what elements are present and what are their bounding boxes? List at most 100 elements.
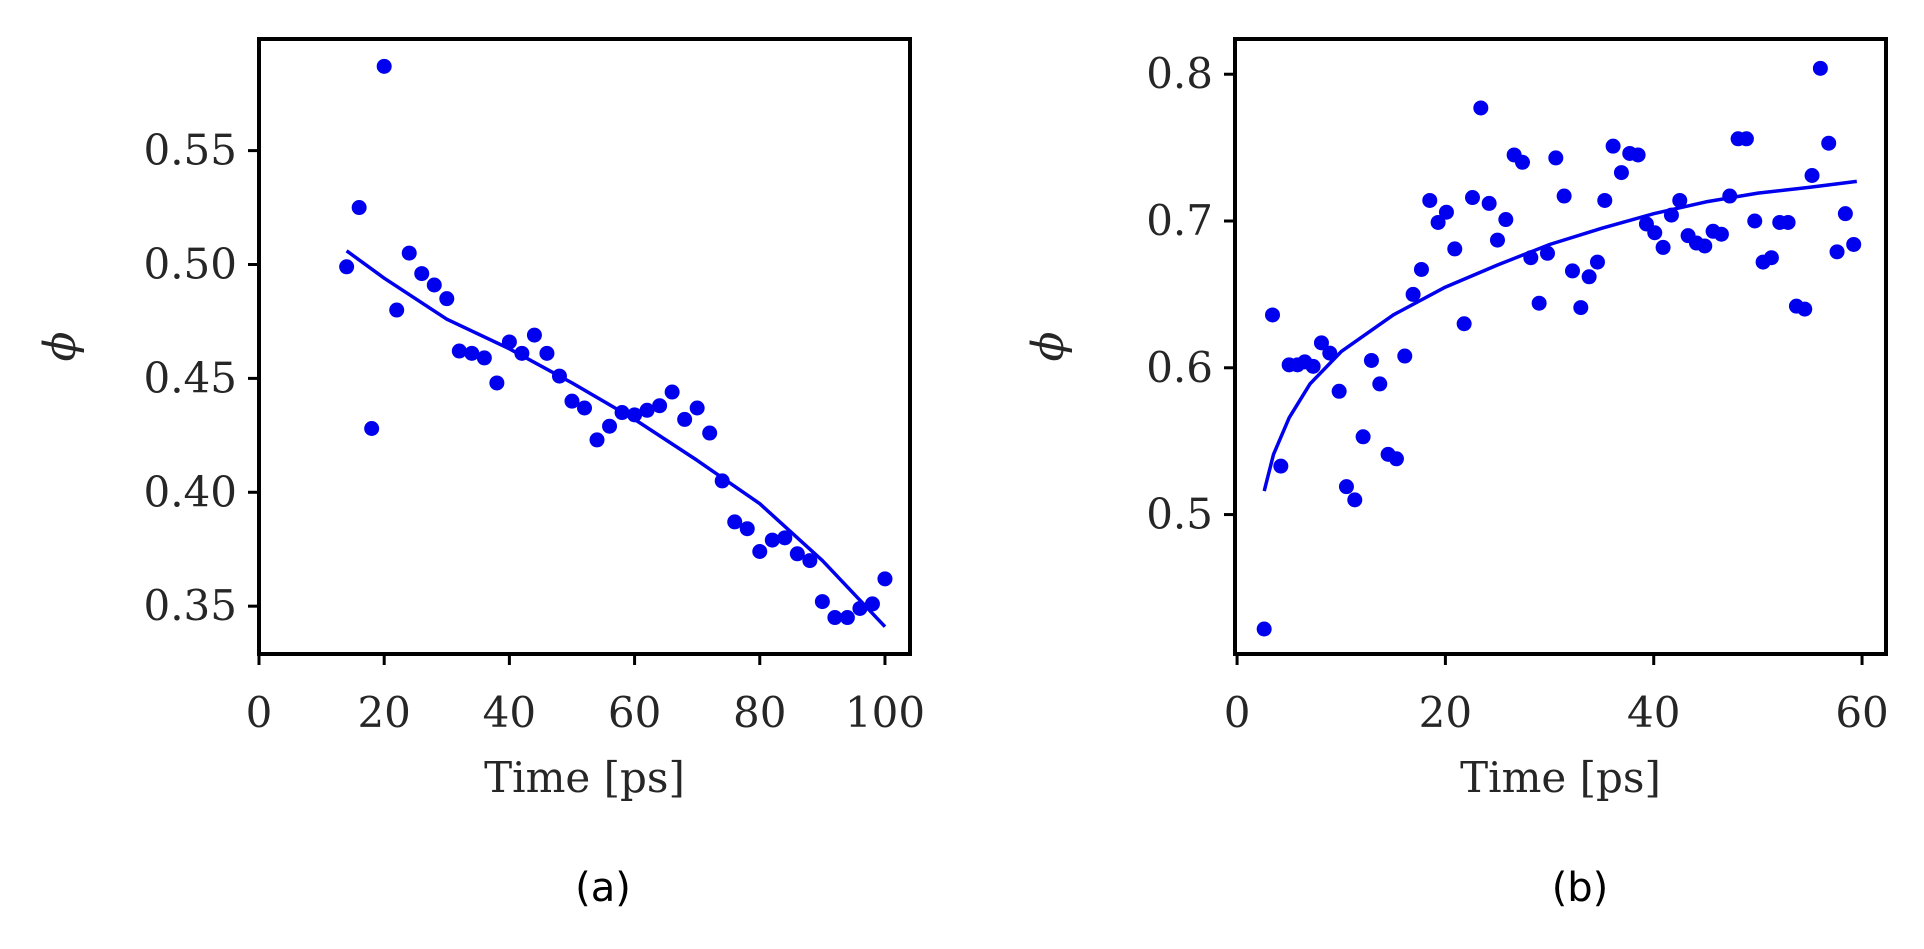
- data-point: [1256, 621, 1272, 637]
- data-point: [577, 400, 592, 416]
- data-point: [1655, 239, 1671, 255]
- x-tick-label: 0: [1224, 688, 1251, 737]
- data-point: [702, 425, 718, 441]
- data-point: [1322, 345, 1338, 361]
- data-point: [1464, 190, 1480, 206]
- data-point: [501, 334, 517, 350]
- data-point: [789, 546, 805, 562]
- data-point: [451, 343, 467, 359]
- panel-a: 0 20 40 60 80 100 0.35 0.40 0.45 0.50 0.55 Time [ps…: [35, 37, 925, 911]
- data-point: [1523, 250, 1539, 266]
- x-tick-label: 0: [246, 688, 273, 737]
- data-point: [376, 58, 392, 74]
- data-point: [1821, 135, 1837, 151]
- data-point: [1804, 168, 1820, 184]
- data-point: [1589, 254, 1605, 270]
- plot-frame: [257, 37, 912, 656]
- data-point: [677, 411, 693, 427]
- panel-caption: (a): [575, 865, 631, 911]
- x-tick-label: 80: [733, 688, 786, 737]
- fit-line: [1262, 179, 1858, 492]
- data-point: [1430, 214, 1446, 230]
- data-point: [1846, 236, 1862, 252]
- data-point: [1498, 212, 1514, 228]
- data-point: [1797, 301, 1813, 317]
- data-point: [1531, 295, 1547, 311]
- data-point: [1647, 225, 1663, 241]
- data-point: [764, 532, 780, 548]
- data-point: [1747, 213, 1763, 229]
- data-point: [476, 350, 492, 366]
- data-point: [1548, 150, 1564, 166]
- data-point: [1564, 263, 1580, 279]
- data-point: [464, 345, 480, 361]
- data-point: [1837, 206, 1853, 222]
- x-tick-label: 60: [1835, 688, 1888, 737]
- data-point: [1713, 226, 1729, 242]
- data-point: [1331, 383, 1347, 399]
- data-point: [401, 245, 417, 261]
- data-point: [1397, 348, 1413, 364]
- data-point: [364, 421, 380, 436]
- data-point: [1355, 429, 1371, 445]
- data-point: [1556, 188, 1572, 204]
- data-point: [1573, 300, 1589, 316]
- data-point: [1438, 204, 1454, 220]
- data-point: [539, 345, 555, 361]
- data-point: [1738, 131, 1754, 147]
- x-tick-label: 20: [1419, 688, 1472, 737]
- data-point: [777, 530, 793, 546]
- data-point: [564, 393, 580, 409]
- data-point: [1473, 100, 1489, 116]
- y-axis-label: ϕ: [35, 332, 86, 362]
- data-point: [426, 277, 442, 293]
- data-point: [526, 327, 542, 343]
- y-tick-label: 0.55: [143, 126, 237, 175]
- data-point: [489, 375, 505, 391]
- data-point: [1313, 335, 1329, 351]
- plot-frame: [1233, 37, 1888, 656]
- data-point: [1630, 147, 1646, 163]
- data-point: [739, 521, 755, 537]
- data-point: [1413, 261, 1429, 277]
- data-point: [627, 407, 643, 423]
- data-point: [1763, 250, 1779, 266]
- x-axis-label: Time [ps]: [1460, 753, 1661, 802]
- data-point: [689, 400, 705, 416]
- y-tick-label: 0.5: [1146, 490, 1213, 539]
- data-point: [1481, 195, 1497, 211]
- y-tick-label: 0.40: [143, 467, 237, 516]
- x-tick-label: 20: [357, 688, 410, 737]
- data-point: [802, 553, 818, 569]
- y-tick-label: 0.35: [143, 581, 237, 630]
- panel-caption: (b): [1552, 865, 1609, 911]
- data-point: [1597, 192, 1613, 208]
- data-point: [752, 544, 768, 559]
- data-point: [1338, 479, 1354, 495]
- x-tick-label: 40: [483, 688, 536, 737]
- data-point: [1722, 188, 1738, 204]
- x-axis-label: Time [ps]: [484, 753, 685, 802]
- data-point: [1539, 245, 1555, 261]
- data-point: [1489, 232, 1505, 248]
- data-point: [1347, 492, 1363, 508]
- fit-line: [345, 249, 887, 628]
- data-point: [589, 432, 605, 448]
- data-point: [551, 368, 567, 384]
- data-point: [1581, 269, 1597, 285]
- data-point: [1456, 316, 1472, 332]
- y-tick-label: 0.50: [143, 240, 237, 289]
- y-tick-label: 0.45: [143, 353, 237, 402]
- panel-b: 0 20 40 60 0.5 0.6 0.7 0.8 Time [ps] ϕ (b): [1023, 37, 1889, 911]
- data-point: [1388, 451, 1404, 467]
- data-point: [1613, 165, 1629, 181]
- y-tick-label: 0.6: [1146, 343, 1213, 392]
- data-point: [864, 596, 880, 612]
- data-point: [714, 473, 730, 489]
- data-point: [1305, 358, 1321, 374]
- data-point: [1605, 138, 1621, 154]
- data-point: [1812, 60, 1828, 76]
- data-point: [351, 200, 367, 216]
- data-point: [814, 594, 830, 610]
